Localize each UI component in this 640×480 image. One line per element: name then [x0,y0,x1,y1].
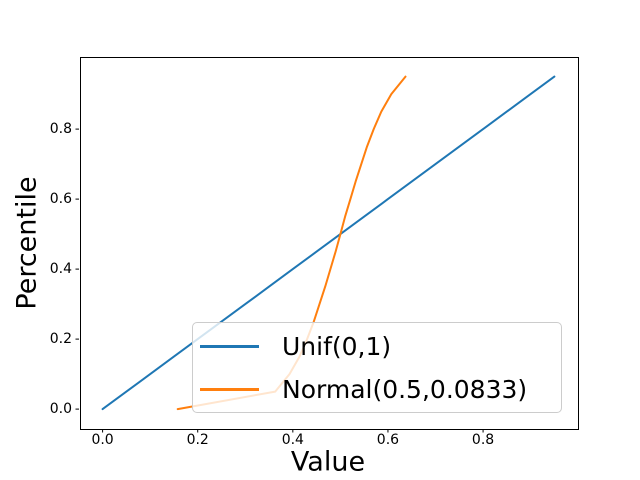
normal-line-swatch [200,387,259,391]
y-tick-label: 0.4 [49,261,72,278]
axes-box [80,57,579,430]
unif-line-swatch [200,344,259,348]
y-tick-label: 0.2 [49,331,72,348]
x-axis-label: Value [290,446,366,478]
y-tick-label: 0.0 [49,401,72,418]
y-tick-label: 0.8 [49,121,72,138]
x-tick-label: 0.6 [376,432,400,448]
legend-entry-unif: Unif(0,1) [193,325,561,368]
legend: Unif(0,1) Normal(0.5,0.0833) [192,322,562,413]
x-tick-label: 0.2 [186,432,209,448]
legend-label-normal: Normal(0.5,0.0833) [282,374,528,404]
legend-label-unif: Unif(0,1) [282,331,392,361]
x-tick-label: 0.4 [281,432,304,448]
unif-curve [101,75,556,411]
x-tick-label: 0.0 [91,432,114,448]
legend-entry-normal: Normal(0.5,0.0833) [193,368,561,411]
y-tick-label: 0.6 [49,191,72,208]
x-tick-label: 0.8 [471,432,495,448]
tick-marks [75,128,484,433]
